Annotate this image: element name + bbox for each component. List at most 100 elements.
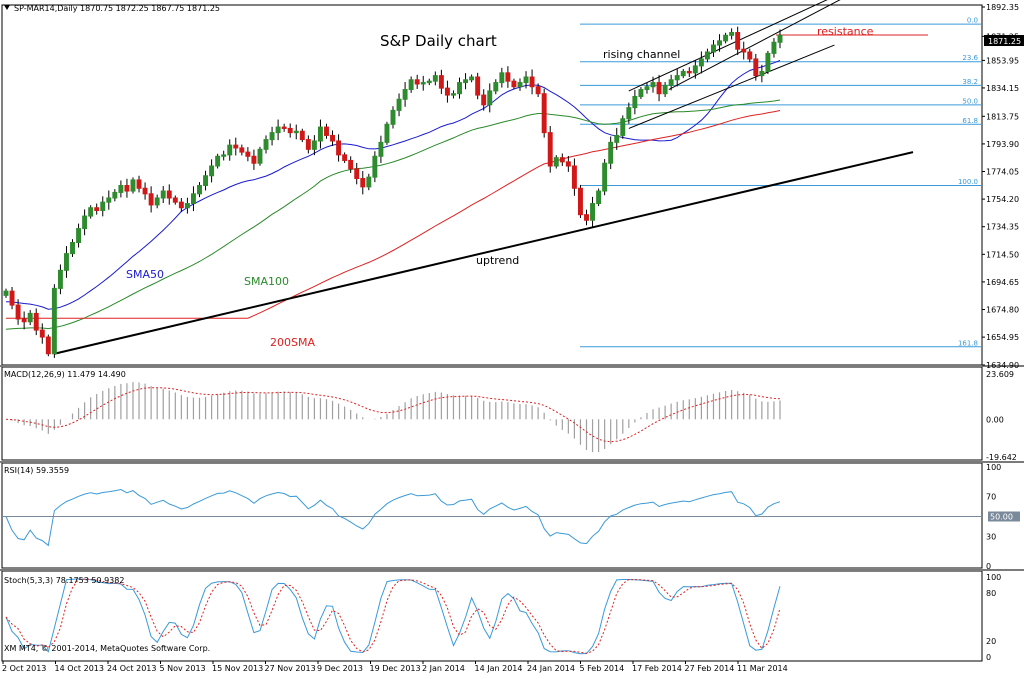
date-tick-label: 17 Feb 2014 <box>632 664 682 673</box>
price-tick-label: 1853.95 <box>986 56 1019 65</box>
candle-body <box>408 79 414 91</box>
candle-body <box>523 76 529 84</box>
panel-separator <box>0 461 1024 463</box>
candle-body <box>21 318 27 323</box>
candle-body <box>142 187 148 195</box>
candle-body <box>184 203 190 209</box>
price-tick-label: 1734.35 <box>986 223 1019 232</box>
candle-body <box>39 329 45 338</box>
candle-body <box>305 139 311 150</box>
candle-body <box>571 165 577 189</box>
candle-body <box>662 84 668 95</box>
uptrend-label: uptrend <box>476 254 519 267</box>
macd-title: MACD(12,26,9) 11.479 14.490 <box>4 370 126 379</box>
price-tick-label: 1714.50 <box>986 250 1019 259</box>
candle-body <box>227 144 233 156</box>
date-tick-label: 14 Oct 2013 <box>55 664 104 673</box>
date-tick-label: 19 Dec 2013 <box>370 664 421 673</box>
candle-body <box>517 82 523 88</box>
candle-body <box>505 72 511 82</box>
candle-body <box>281 126 287 129</box>
current-price-label: 1871.25 <box>988 37 1021 46</box>
candle-body <box>372 155 378 178</box>
panel-separator <box>0 569 1024 571</box>
date-tick-label: 15 Nov 2013 <box>212 664 263 673</box>
panel-frames <box>0 4 1024 662</box>
candle-body <box>354 168 360 180</box>
sma200-line <box>6 110 781 319</box>
candle-body <box>626 107 632 120</box>
candle-body <box>420 82 426 85</box>
price-tick-label: 1634.90 <box>986 361 1019 370</box>
price-tick-label: 1694.65 <box>986 278 1019 287</box>
rsi-value-label: 50.00 <box>990 513 1013 522</box>
stoch-tick-label: 80 <box>986 589 996 598</box>
chart-title: S&P Daily chart <box>380 32 497 50</box>
stoch-tick-label: 100 <box>986 573 1001 582</box>
candle-body <box>9 290 15 306</box>
candle-body <box>747 51 753 60</box>
candle-body <box>541 93 547 134</box>
candle-body <box>686 70 692 74</box>
indicator-layer <box>2 382 982 655</box>
candle-body <box>584 214 589 221</box>
candle-body <box>348 159 354 170</box>
stoch-title: Stoch(5,3,3) 78.1753 50.9382 <box>4 576 124 585</box>
trendline-layer <box>54 0 928 355</box>
candle-body <box>674 75 680 81</box>
candle-body <box>293 130 299 134</box>
candle-body <box>336 140 342 156</box>
candle-body <box>668 79 674 86</box>
candle-body <box>178 201 184 209</box>
candle-body <box>251 155 257 164</box>
macd-tick-label: 23.609 <box>986 370 1014 379</box>
candle-body <box>426 80 432 84</box>
candle-body <box>324 126 329 136</box>
fibonacci-level-label: 100.0 <box>958 178 978 186</box>
candle-body <box>112 191 118 199</box>
candle-body <box>136 179 142 189</box>
date-tick-label: 27 Nov 2013 <box>265 664 316 673</box>
macd-signal-line <box>5 387 781 443</box>
stoch-signal-line <box>5 578 781 654</box>
sma100-label: SMA100 <box>244 275 289 288</box>
symbol-info: SP-MAR14,Daily 1870.75 1872.25 1867.75 1… <box>14 4 220 13</box>
panel-separator <box>0 365 1024 367</box>
candle-body <box>457 82 462 95</box>
candle-body <box>203 175 209 186</box>
candle-body <box>565 161 571 167</box>
symbol-dropdown-icon[interactable] <box>4 5 10 10</box>
candle-body <box>3 290 9 296</box>
candle-body <box>680 70 686 77</box>
date-tick-label: 9 Dec 2013 <box>317 664 363 673</box>
candle-body <box>475 76 481 96</box>
candle-body <box>166 190 172 199</box>
candle-body <box>88 207 94 217</box>
date-tick-label: 11 Mar 2014 <box>737 664 788 673</box>
candle-body <box>239 147 245 153</box>
price-tick-label: 1813.75 <box>986 112 1019 121</box>
candle-body <box>402 89 408 100</box>
fibonacci-level-label: 38.2 <box>962 78 978 86</box>
candle-body <box>275 126 281 134</box>
rsi-title: RSI(14) 59.3559 <box>4 466 69 475</box>
rising-channel-label: rising channel <box>603 48 680 61</box>
fibonacci-level-label: 161.8 <box>958 339 978 347</box>
candle-body <box>596 190 602 205</box>
candle-body <box>269 132 275 141</box>
candle-body <box>197 184 202 195</box>
candle-body <box>499 72 505 84</box>
candle-body <box>245 151 251 157</box>
date-tick-label: 27 Feb 2014 <box>685 664 735 673</box>
candle-body <box>777 34 783 43</box>
candle-body <box>698 58 704 67</box>
candle-body <box>209 165 215 177</box>
date-tick-label: 5 Nov 2013 <box>160 664 206 673</box>
candle-body <box>360 178 366 188</box>
candle-body <box>33 312 39 331</box>
candle-body <box>692 65 698 74</box>
candle-body <box>529 76 535 88</box>
